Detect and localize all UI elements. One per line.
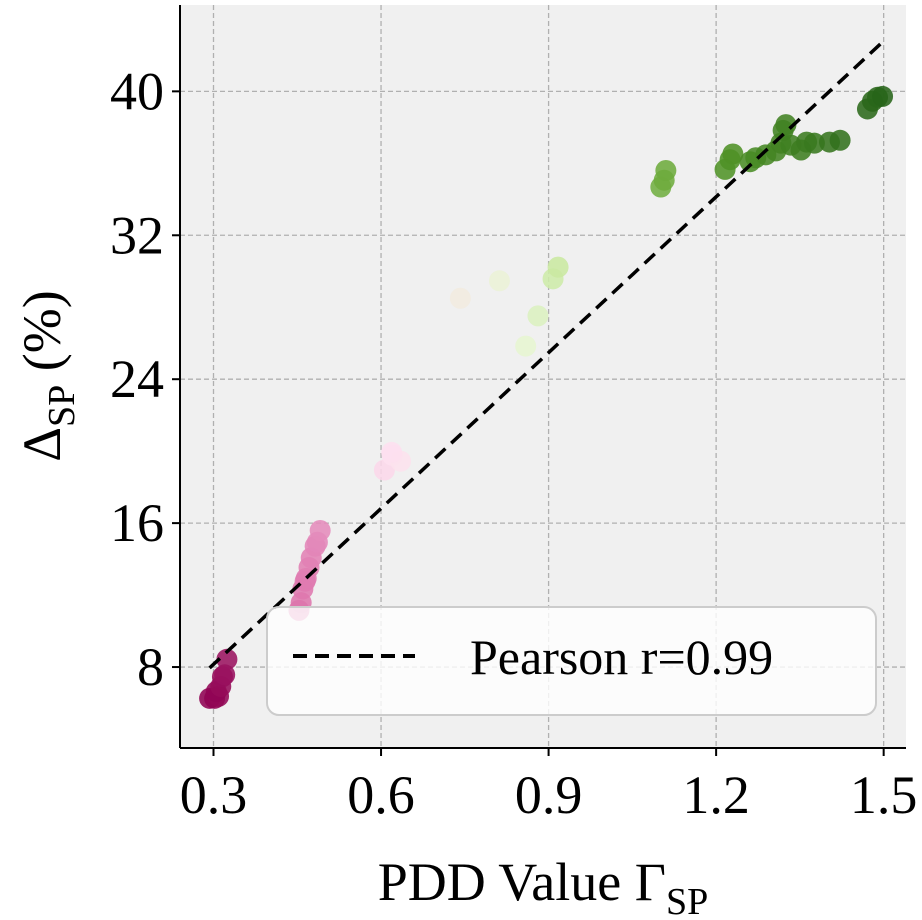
scatter-points <box>199 85 894 709</box>
x-tick-label: 0.9 <box>515 765 583 825</box>
scatter-point <box>488 270 510 292</box>
y-tick-label: 24 <box>110 349 164 409</box>
x-axis-label-main: PDD Value Γ <box>378 852 666 912</box>
scatter-point <box>515 335 537 357</box>
scatter-point <box>214 664 236 686</box>
y-axis-label-main: Δ <box>12 427 72 462</box>
y-tick-label: 8 <box>137 637 164 697</box>
scatter-point <box>449 287 471 309</box>
x-tick-label: 1.5 <box>850 765 918 825</box>
x-tick-label: 0.3 <box>180 765 248 825</box>
x-axis-label-sub: SP <box>666 881 708 920</box>
scatter-point <box>655 160 677 182</box>
y-axis-label-suffix: (%) <box>12 290 72 384</box>
scatter-point <box>381 441 403 463</box>
scatter-point <box>829 129 851 151</box>
scatter-point <box>547 256 569 278</box>
y-axis-label-sub: SP <box>41 385 83 427</box>
scatter-point <box>872 85 894 107</box>
x-axis-label: PDD Value ΓSP <box>378 852 709 920</box>
y-tick-label: 40 <box>110 61 164 121</box>
scatter-point <box>527 305 549 327</box>
scatter-point <box>722 143 744 165</box>
legend-label: Pearson r=0.99 <box>470 629 773 685</box>
scatter-point <box>775 114 797 136</box>
ticks: 0.3 0.6 0.9 1.2 1.5 8 16 24 32 40 <box>110 61 917 825</box>
legend: Pearson r=0.99 <box>266 606 877 716</box>
scatter-point <box>216 648 238 670</box>
legend-box <box>266 606 877 716</box>
y-axis-label: ΔSP (%) <box>12 290 83 461</box>
y-tick-label: 32 <box>110 205 164 265</box>
x-tick-label: 0.6 <box>347 765 415 825</box>
y-tick-label: 16 <box>110 493 164 553</box>
scatter-point <box>803 132 825 154</box>
x-tick-label: 1.2 <box>682 765 750 825</box>
scatter-point <box>309 519 331 541</box>
